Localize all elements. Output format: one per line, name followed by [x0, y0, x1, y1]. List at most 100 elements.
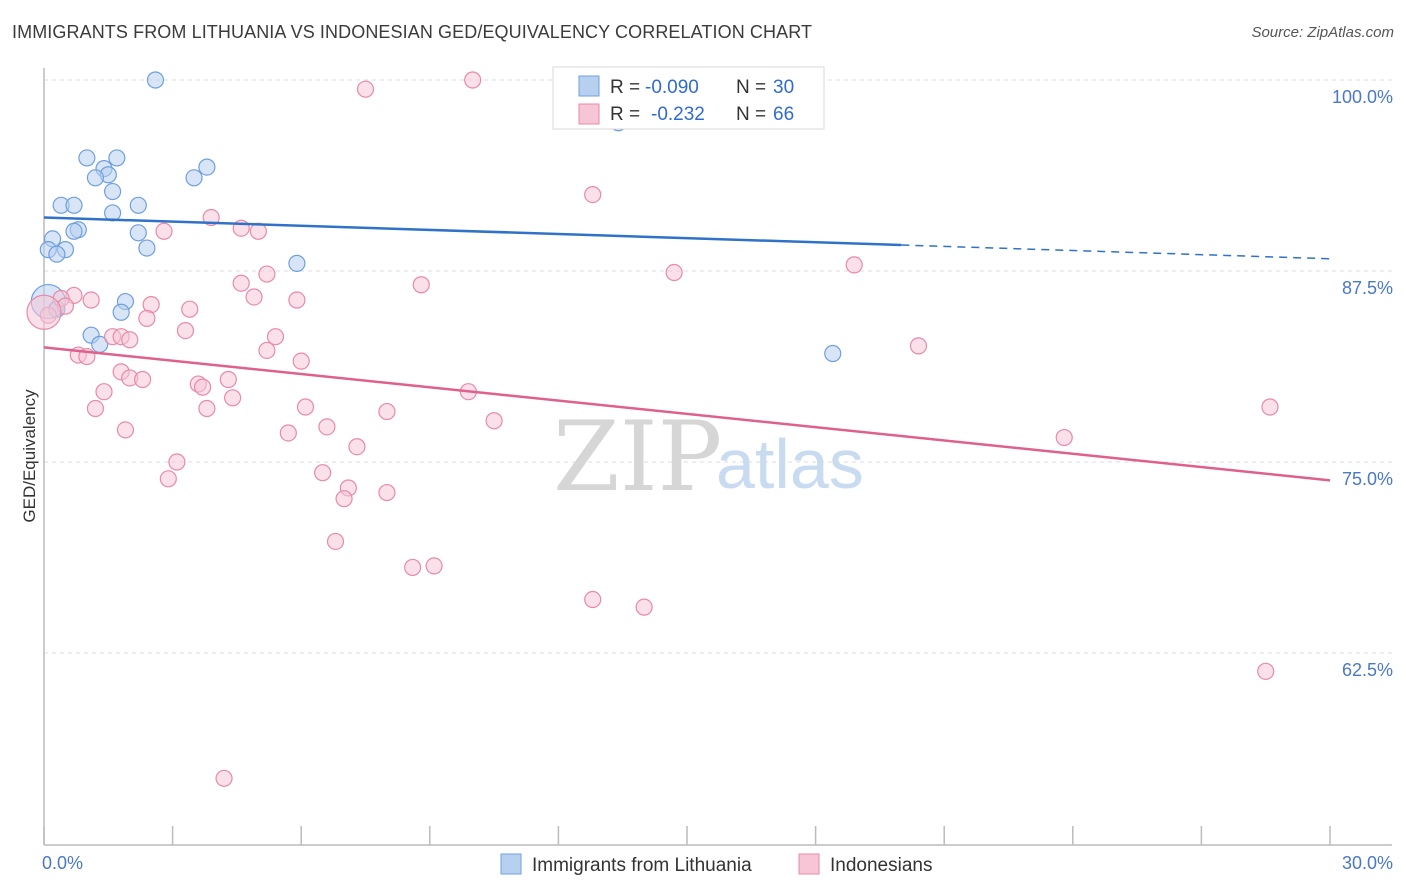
point-indonesians-0 [356, 80, 375, 98]
point-indonesians-54 [159, 470, 177, 488]
point-indonesians-27 [258, 341, 276, 360]
point-indonesians-11 [412, 276, 430, 294]
point-indonesians-14 [245, 288, 263, 306]
point-indonesians-34 [133, 370, 152, 389]
watermark-zip: ZIP [553, 401, 722, 513]
y-tick-labels: 62.5% 75.0% 87.5% 100.0% [1332, 87, 1393, 680]
point-indonesians-41 [1261, 398, 1279, 416]
point-indonesians-50 [1055, 428, 1073, 447]
point-indonesians-31 [292, 352, 310, 370]
y-tick-label-2: 87.5% [1342, 278, 1393, 298]
point-indonesians-26 [121, 331, 139, 349]
point-lithuania-0 [146, 71, 165, 89]
legend-n-label-1: N = [736, 77, 766, 98]
series-legend-swatch-lithuania [500, 853, 522, 875]
stats-legend: R = -0.090 N = 30 R = -0.232 N = 66 [552, 66, 825, 130]
point-lithuania-17 [138, 239, 156, 257]
point-indonesians-49 [279, 424, 297, 442]
point-lithuania-21 [288, 254, 306, 272]
x-tick-marks [43, 826, 1331, 845]
point-indonesians-63 [1257, 662, 1275, 680]
point-indonesians-7 [845, 256, 863, 274]
y-axis-label: GED/Equivalency [20, 389, 39, 523]
y-tick-label-0: 62.5% [1342, 660, 1393, 680]
point-indonesians-45 [378, 402, 396, 421]
point-indonesians-35 [219, 370, 237, 389]
legend-n-value-1: 30 [773, 77, 794, 98]
series-legend-swatch-indonesians [798, 853, 820, 875]
point-indonesians-1 [464, 71, 482, 89]
x-tick-label-max: 30.0% [1342, 853, 1393, 873]
point-indonesians-20 [138, 309, 156, 327]
y-tick-label-3: 100.0% [1332, 87, 1393, 107]
point-indonesians-16 [288, 291, 306, 309]
point-indonesians-43 [198, 399, 216, 418]
point-indonesians-22 [176, 321, 195, 340]
point-lithuania-8 [103, 182, 122, 201]
point-lithuania-6 [198, 158, 216, 176]
trend-line-lithuania-extension [901, 244, 1331, 260]
point-lithuania-20 [48, 245, 66, 263]
point-lithuania-1 [78, 149, 96, 167]
watermark: ZIP atlas [553, 401, 864, 513]
trend-line-lithuania [43, 216, 902, 247]
point-indonesians-44 [296, 398, 315, 416]
legend-r-value-2: -0.232 [651, 104, 705, 125]
chart-source: Source: ZipAtlas.com [1251, 24, 1394, 41]
legend-n-label-2: N = [736, 104, 766, 125]
point-indonesians-64 [215, 769, 233, 787]
legend-n-value-2: 66 [773, 104, 794, 125]
legend-swatch-lithuania [578, 75, 600, 97]
point-indonesians-59 [425, 557, 443, 575]
x-tick-label-min: 0.0% [42, 853, 83, 873]
trend-line-indonesians [43, 346, 1331, 482]
legend-r-label-1: R = [610, 77, 640, 98]
point-indonesians-19 [181, 300, 199, 318]
point-indonesians-13 [82, 291, 100, 309]
point-indonesians-58 [326, 532, 345, 551]
point-indonesians-2 [584, 186, 602, 204]
point-indonesians-25 [266, 328, 285, 346]
point-lithuania-5 [86, 169, 105, 187]
axes [43, 68, 1392, 846]
gridlines [44, 79, 1392, 654]
point-lithuania-24 [112, 303, 130, 321]
point-lithuania-2 [108, 149, 126, 167]
point-indonesians-28 [909, 337, 928, 355]
series-legend-label-indonesians: Indonesians [830, 855, 932, 876]
point-lithuania-7 [185, 169, 203, 187]
point-indonesians-61 [584, 590, 602, 609]
legend-r-value-1: -0.090 [645, 77, 699, 98]
point-lithuania-10 [65, 196, 83, 214]
y-tick-label-1: 75.0% [1342, 469, 1393, 489]
point-indonesians-10 [232, 274, 250, 292]
point-lithuania-28 [824, 344, 842, 363]
point-indonesians-56 [378, 483, 396, 502]
trend-lines [43, 216, 1331, 482]
point-indonesians-48 [318, 418, 336, 436]
point-lithuania-14 [65, 222, 83, 240]
watermark-atlas: atlas [716, 425, 864, 503]
point-indonesians-9 [258, 265, 276, 283]
point-indonesians-52 [168, 453, 186, 471]
series-legend-label-lithuania: Immigrants from Lithuania [532, 855, 752, 876]
series-legend: Immigrants from Lithuania Indonesians [500, 853, 932, 876]
point-lithuania-11 [129, 196, 147, 214]
point-indonesians-37 [194, 378, 212, 396]
point-indonesians-6 [155, 222, 173, 240]
chart-title: IMMIGRANTS FROM LITHUANIA VS INDONESIAN … [12, 22, 813, 42]
point-indonesians-8 [665, 263, 683, 282]
point-indonesians-60 [404, 558, 422, 577]
point-indonesians-47 [116, 421, 135, 439]
point-indonesians-65 [26, 294, 62, 330]
point-lithuania-15 [129, 224, 147, 242]
legend-r-label-2: R = [610, 104, 640, 125]
point-indonesians-40 [224, 389, 242, 407]
point-indonesians-51 [348, 438, 366, 456]
point-indonesians-42 [86, 399, 105, 418]
point-indonesians-53 [314, 464, 332, 482]
point-indonesians-38 [95, 383, 113, 401]
point-indonesians-46 [485, 412, 503, 430]
point-indonesians-62 [635, 598, 653, 616]
